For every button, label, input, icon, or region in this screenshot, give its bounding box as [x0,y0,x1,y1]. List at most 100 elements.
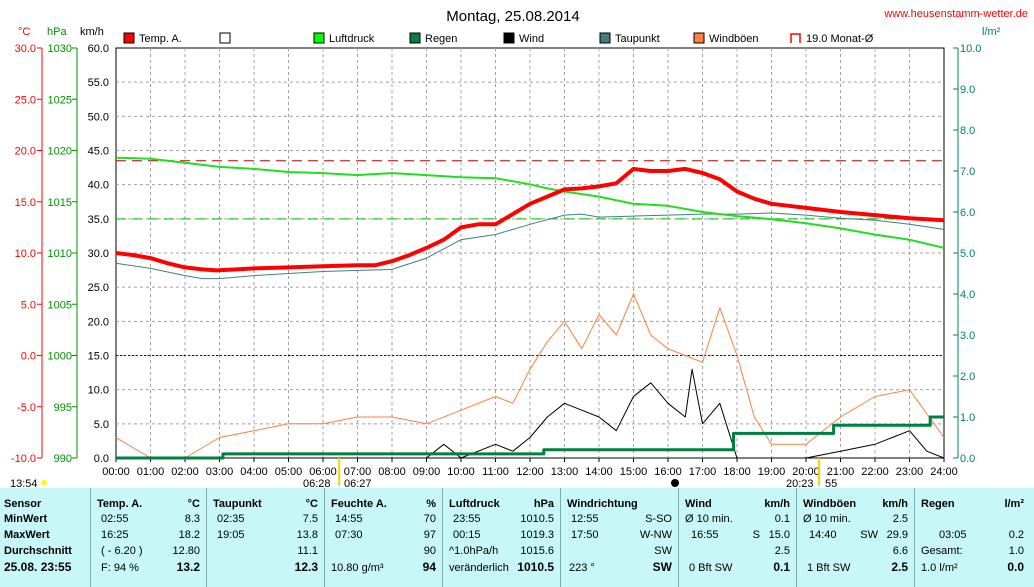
temp-humidity: F: 94 % [101,562,139,574]
pressure-tick-label: 1025 [48,94,72,106]
wind-beaufort: 0 Bft SW [689,562,733,574]
rain-tick-label: 3.0 [960,330,975,342]
pressure-tick-label: 1015 [48,197,72,209]
rain-unit-label: l/m² [982,26,1001,38]
rain-tick-label: 9.0 [960,84,975,96]
rain-current-value: 0.0 [1007,560,1024,574]
humidity-min-time: 14:55 [335,513,363,525]
pressure-tick-label: 1020 [48,146,72,158]
rain-tick-label: 8.0 [960,125,975,137]
wind-tick-label: 10.0 [88,385,109,397]
x-tick-label: 23:00 [896,466,924,478]
humidity-current-value: 94 [422,560,436,574]
x-tick-label: 08:00 [378,466,406,478]
wind-avg-label: Ø 10 min. [685,513,733,525]
legend-label: Regen [425,33,457,45]
x-tick-label: 04:00 [240,466,268,478]
dewpoint-header: Taupunkt [213,498,262,510]
humidity-max-value: 97 [423,529,436,541]
sensor-header: Sensor [4,498,42,510]
rain-tick-label: 5.0 [960,248,975,260]
x-tick-label: 14:00 [585,466,613,478]
pressure-tick-label: 1000 [48,351,72,363]
rain-tick-label: 0.0 [960,453,975,465]
gust-unit: km/h [882,498,908,510]
x-tick-label: 17:00 [689,466,717,478]
site-url: www.heusenstamm-wetter.de [883,8,1028,20]
wind-tick-label: 55.0 [88,77,109,89]
start-time-label: 13:54 [10,478,38,488]
gust-avg-label: Ø 10 min. [803,513,851,525]
temp-unit: °C [187,498,200,510]
wind-series-line [116,368,945,459]
legend-swatch [219,32,231,44]
dewpoint-max-time: 19:05 [217,529,245,541]
rain-amount: 1.0 l/m² [921,562,958,574]
temp-min-value: 8.3 [184,513,200,525]
absolute-humidity: 10.80 g/m³ [331,562,384,574]
legend-swatch [123,32,135,44]
legend-swatch [599,32,611,44]
x-tick-label: 15:00 [620,466,648,478]
dewpoint-avg-value: 11.1 [297,545,318,557]
dewpoint-current-value: 12.3 [294,560,318,574]
wind-tick-label: 20.0 [88,316,109,328]
pressure-current-value: 1010.5 [517,560,554,574]
temp-tick-label: 15.0 [15,197,36,209]
legend-label: Temp. A. [139,33,182,45]
legend-label: Windböen [709,33,759,45]
temp-column: Temp. A. °C 02:55 8.3 16:25 18.2 ( - 6.2… [90,488,206,587]
wind-tick-label: 40.0 [88,180,109,192]
x-tick-label: 16:00 [654,466,682,478]
wind-column: Wind km/h Ø 10 min. 0.1 16:55 S 15.0 2.5… [678,488,796,587]
rain-tick-label: 2.0 [960,371,975,383]
current-datetime: 25.08. 23:55 [4,560,72,574]
min-label: MinWert [4,513,48,525]
pressure-min-value: 1010.5 [520,513,554,525]
pressure-column: Luftdruck hPa 23:55 1010.5 00:15 1019.3 … [442,488,560,587]
humidity-column: Feuchte A. % 14:55 70 07:30 97 90 10.80 … [324,488,442,587]
rain-header: Regen [921,498,955,510]
humidity-header: Feuchte A. [331,498,387,510]
pressure-forecast: veränderlich [449,562,509,574]
dewpoint-min-value: 7.5 [302,513,318,525]
wind-tick-label: 50.0 [88,111,109,123]
rain-max-value: 0.2 [1008,529,1024,541]
wind-max-dir: S [752,529,760,541]
rain-tick-label: 7.0 [960,166,975,178]
sunrise-label: 06:28 [303,478,331,488]
rain-max-time: 03:05 [939,529,967,541]
pressure-tick-label: 1005 [48,299,72,311]
sensor-column: Sensor MinWert MaxWert Durchschnitt 25.0… [0,488,90,587]
x-tick-label: 07:00 [344,466,372,478]
rain-tick-label: 4.0 [960,289,975,301]
x-tick-label: 24:00 [930,466,958,478]
legend-swatch-month-avg [790,33,801,43]
rain-tick-label: 1.0 [960,412,975,424]
wind-tick-label: 35.0 [88,214,109,226]
temp-tick-label: 20.0 [15,146,36,158]
winddir-min-time: 12:55 [571,513,599,525]
rain-total-label: Gesamt: [921,545,963,557]
winddir-max-value: W-NW [639,529,672,541]
winddir-column: Windrichtung 12:55 S-SO 17:50 W-NW SW 22… [560,488,678,587]
wind-tick-label: 30.0 [88,248,109,260]
humidity-max-time: 07:30 [335,529,363,541]
pressure-trend: ^1.0hPa/h [449,545,499,557]
dewpoint-unit: °C [305,498,318,510]
legend-label: Taupunkt [615,33,660,45]
gust-column: Windböen km/h Ø 10 min. 2.5 14:40 SW 29.… [796,488,914,587]
pressure-tick-label: 1030 [48,43,72,55]
pressure-max-value: 1019.3 [520,529,554,541]
temperature-series-line [115,166,945,273]
wind-max-value: 15.0 [768,529,790,541]
humidity-unit: % [426,498,436,510]
x-tick-label: 12:00 [516,466,544,478]
temp-tick-label: -10.0 [11,453,36,465]
temp-tick-label: 5.0 [21,299,36,311]
max-label: MaxWert [4,529,50,541]
gust-beaufort: 1 Bft SW [807,562,851,574]
legend-swatch [503,32,515,44]
wind-avg-value: 0.1 [774,513,790,525]
wind-mean-value: 2.5 [774,545,790,557]
